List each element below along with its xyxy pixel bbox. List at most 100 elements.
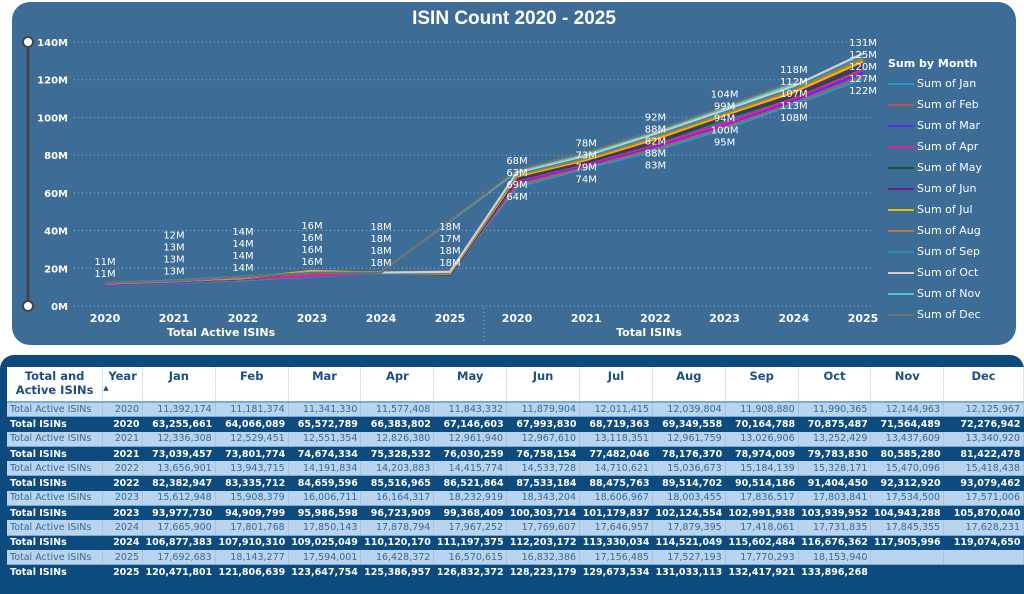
column-header[interactable]: Jul [579,367,653,403]
year-cell: 2022 [102,475,143,491]
x-tick-label: 2021 [159,312,190,325]
column-header[interactable]: Apr [360,367,435,403]
value-cell: 11,392,174 [142,402,216,418]
value-cell: 65,572,789 [288,416,361,432]
legend-label: Sum of Jul [917,203,973,216]
legend-item[interactable]: Sum of Jul [888,199,982,220]
value-cell: 14,191,834 [288,461,362,477]
value-cell: 102,991,938 [725,505,799,521]
value-cell: 17,731,835 [798,520,872,536]
data-label: 68M [506,156,527,167]
data-label: 64M [506,192,527,203]
series-line-oct[interactable] [104,52,864,285]
legend-item[interactable]: Sum of Apr [888,136,982,157]
column-header[interactable]: Oct [798,367,872,403]
value-cell: 78,974,009 [725,446,799,462]
legend-swatch [888,292,914,295]
data-label: 69M [506,180,527,191]
value-cell: 73,801,774 [215,446,289,462]
value-cell: 75,328,532 [360,446,434,462]
legend-item[interactable]: Sum of Sep [888,241,982,262]
value-cell: 17,692,683 [142,549,216,566]
row-label: Total ISINs [7,446,103,462]
value-cell: 100,303,714 [506,505,580,521]
value-cell: 18,003,455 [652,490,726,507]
value-cell: 12,551,354 [288,431,362,447]
column-header[interactable]: Aug [652,367,726,403]
table-row: Total Active ISINs 2023 15,612,948 15,908,3… [7,490,1024,507]
legend-item[interactable]: Sum of Feb [888,94,982,115]
value-cell: 71,564,489 [870,416,944,432]
table-row: Total ISINs 2020 63,255,661 64,066,089 65,57… [7,416,1024,432]
x-tick-label: 2022 [228,312,259,325]
value-cell: 13,118,351 [579,431,653,447]
value-cell: 120,471,801 [142,564,216,580]
data-label: 108M [780,113,808,124]
range-slider-handle[interactable] [22,36,34,48]
legend-swatch [888,145,914,148]
value-cell: 119,074,650 [943,535,1024,550]
value-cell: 80,585,280 [870,446,944,462]
column-header-label: Dec [971,369,996,383]
column-header[interactable]: Jan [142,367,216,403]
value-cell: 12,039,804 [652,402,726,418]
y-tick-label: 40M [44,227,68,238]
value-cell: 99,368,409 [433,505,507,521]
column-header[interactable]: Feb [215,367,289,403]
data-label: 18M [370,222,391,233]
year-cell: 2024 [102,535,143,550]
value-cell: 73,039,457 [142,446,216,462]
column-header-label: Total and Active ISINs [15,369,94,397]
legend-label: Sum of Feb [917,98,979,111]
value-cell: 17,769,607 [506,520,581,536]
series-line-dec[interactable] [104,80,795,285]
row-label: Total Active ISINs [7,431,104,447]
column-header[interactable]: Total and Active ISINs [7,367,104,403]
value-cell: 79,783,830 [798,446,871,462]
value-cell: 110,120,170 [360,535,434,550]
row-label: Total ISINs [7,505,103,521]
column-header[interactable]: Mar [288,367,362,403]
column-header[interactable]: Nov [870,367,945,403]
legend-swatch [888,166,914,169]
value-cell: 95,986,598 [288,505,361,521]
range-slider-handle[interactable] [22,300,34,312]
column-header[interactable]: Dec [943,367,1024,403]
value-cell: 16,832,386 [506,549,581,566]
series-line-aug[interactable] [104,57,864,285]
column-header-label: May [457,369,484,383]
series-line-sep[interactable] [104,55,864,285]
column-header[interactable]: Sep [725,367,799,403]
sort-ascending-icon[interactable]: ▲ [103,384,109,392]
legend-item[interactable]: Sum of Jan [888,73,982,94]
legend-item[interactable]: Sum of Oct [888,262,982,283]
y-tick-label: 140M [37,38,68,49]
value-cell: 123,647,754 [288,564,361,580]
legend-item[interactable]: Sum of Dec [888,304,982,325]
value-cell: 17,156,485 [579,549,653,566]
legend-item[interactable]: Sum of Nov [888,283,982,304]
value-cell: 13,026,906 [725,431,799,447]
data-label: 17M [439,234,460,245]
value-cell: 117,905,996 [870,535,944,550]
column-header[interactable]: Year ▲ [102,367,144,403]
series-line-jul[interactable] [104,60,864,285]
value-cell [943,564,1024,580]
column-header-label: Jan [168,369,189,383]
data-label: 107M [780,89,808,100]
legend-item[interactable]: Sum of May [888,157,982,178]
legend-item[interactable]: Sum of Mar [888,115,982,136]
column-header-label: Feb [240,369,264,383]
column-header[interactable]: Jun [506,367,581,403]
legend-label: Sum of Dec [917,308,981,321]
value-cell: 133,896,268 [798,564,871,580]
legend-item[interactable]: Sum of Aug [888,220,982,241]
column-header[interactable]: May [433,367,508,403]
line-chart: 0M 20M 40M 60M 80M 100M 120M 140M 2020 2021 2022 20… [22,36,878,342]
legend-label: Sum of Mar [917,119,981,132]
value-cell: 17,534,500 [870,490,945,507]
legend-item[interactable]: Sum of Jun [888,178,982,199]
value-cell: 12,144,963 [870,402,945,418]
year-cell: 2023 [102,490,144,507]
table-row: Total ISINs 2021 73,039,457 73,801,774 74,67… [7,446,1024,462]
